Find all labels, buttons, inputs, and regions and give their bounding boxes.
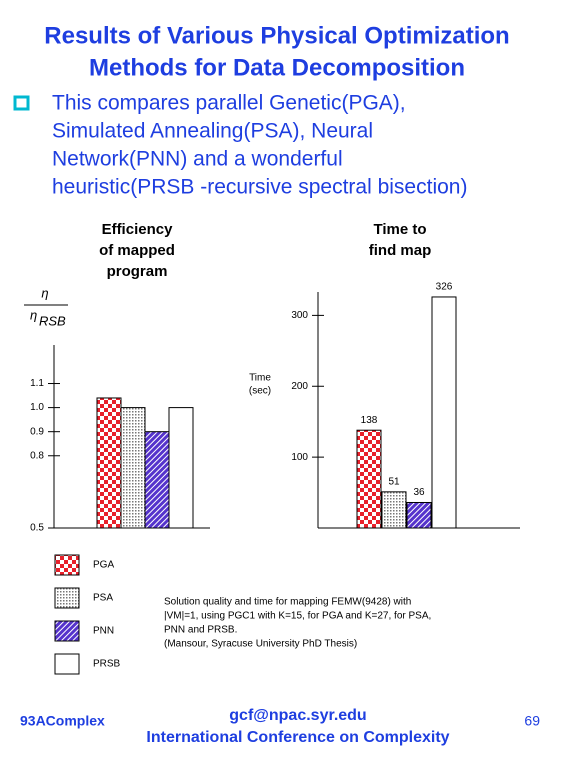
y-label-numerator: η — [41, 285, 48, 300]
bullet-icon — [13, 95, 30, 111]
y-label: Time — [249, 373, 271, 384]
legend-label: PRSB — [93, 659, 121, 670]
title-line: Methods for Data Decomposition — [89, 54, 465, 81]
bullet-line: This compares parallel Genetic(PGA), — [52, 92, 406, 115]
legend-label: PSA — [93, 593, 113, 604]
bullet-line: heuristic(PRSB -recursive spectral bisec… — [52, 176, 467, 199]
y-tick-label: 1.0 — [30, 402, 44, 413]
bar — [120, 407, 146, 529]
chart-title: Efficiency — [102, 221, 174, 238]
bar — [96, 397, 122, 529]
chart-title: of mapped — [99, 242, 175, 259]
caption-line: PNN and PRSB. — [164, 625, 237, 636]
bullet-line: Network(PNN) and a wonderful — [52, 148, 343, 171]
footer-email: gcf@npac.syr.edu — [229, 707, 366, 724]
chart-title: Time to — [373, 221, 426, 238]
legend-swatch — [54, 554, 80, 576]
value-label: 138 — [361, 415, 378, 426]
y-tick-label: 200 — [291, 381, 308, 392]
y-tick-label: 100 — [291, 452, 308, 463]
bar — [168, 407, 194, 529]
value-label: 326 — [436, 282, 453, 293]
bullet-line: Simulated Annealing(PSA), Neural — [52, 120, 373, 143]
y-label: (sec) — [249, 386, 271, 397]
y-tick-label: 0.5 — [30, 523, 44, 534]
bar — [144, 431, 170, 529]
chart-title: find map — [369, 242, 432, 259]
legend-label: PGA — [93, 560, 114, 571]
bar — [381, 491, 407, 529]
value-label: 36 — [413, 487, 425, 498]
caption-line: (Mansour, Syracuse University PhD Thesis… — [164, 639, 357, 650]
y-tick-label: 300 — [291, 310, 308, 321]
y-label-subscript: RSB — [39, 313, 66, 328]
legend-swatch — [54, 653, 80, 675]
y-label-denominator: η — [30, 307, 37, 322]
y-tick-label: 0.9 — [30, 426, 44, 437]
bar — [356, 429, 382, 529]
caption-line: |VM|=1, using PGC1 with K=15, for PGA an… — [164, 611, 431, 622]
y-tick-label: 0.8 — [30, 450, 44, 461]
legend-swatch — [54, 620, 80, 642]
footer-conference: International Conference on Complexity — [146, 729, 449, 746]
caption-line: Solution quality and time for mapping FE… — [164, 597, 411, 608]
value-label: 51 — [388, 476, 400, 487]
legend-swatch — [54, 587, 80, 609]
y-tick-label: 1.1 — [30, 378, 44, 389]
title-line: Results of Various Physical Optimization — [44, 22, 509, 49]
page-number: 69 — [524, 713, 540, 729]
bar — [431, 296, 457, 529]
bar — [406, 501, 432, 529]
legend-label: PNN — [93, 626, 114, 637]
chart-title: program — [107, 263, 168, 280]
footer-left: 93AComplex — [20, 713, 105, 729]
